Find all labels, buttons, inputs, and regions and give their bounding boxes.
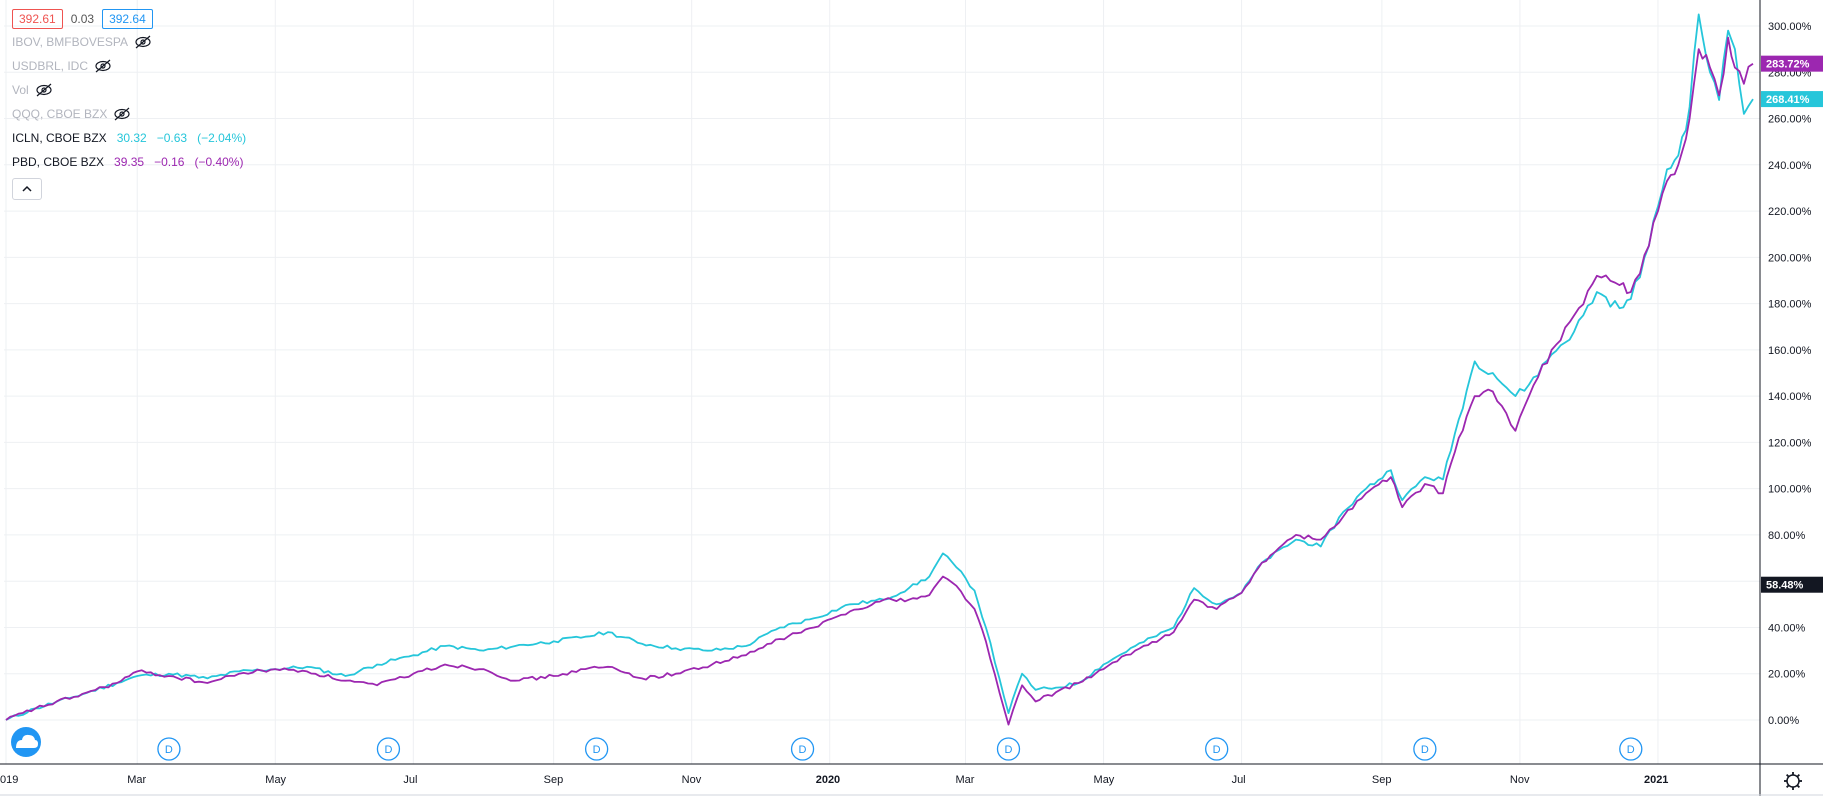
y-tick-label: 140.00% — [1768, 391, 1812, 403]
dividend-marker-icon[interactable]: D — [1619, 737, 1643, 761]
dividend-marker-icon[interactable]: D — [584, 737, 609, 761]
x-tick-label: Jul — [403, 774, 417, 786]
y-tick-label: 80.00% — [1768, 530, 1806, 542]
legend-change-pct: (−0.40%) — [194, 155, 244, 169]
legend-series-name: QQQ, CBOE BZX — [12, 107, 108, 121]
legend-series-name: PBD, CBOE BZX — [12, 155, 105, 169]
cloud-logo-icon[interactable] — [11, 727, 41, 757]
dividend-marker-icon[interactable]: D — [996, 737, 1021, 761]
eye-off-icon[interactable] — [113, 107, 131, 121]
collapse-legend-button[interactable] — [12, 178, 42, 200]
series-line-pbd[interactable] — [5, 36, 1754, 726]
crosshair-value-label: 58.48% — [1766, 580, 1804, 592]
x-tick-label: 019 — [0, 774, 18, 786]
crosshair-value-label-bg — [1761, 576, 1823, 593]
y-tick-label: 40.00% — [1768, 622, 1806, 634]
dividend-marker-label: D — [1004, 744, 1012, 756]
legend-rows: IBOV, BMFBOVESPA USDBRL, IDC Vol QQQ, CBOE … — [12, 30, 246, 174]
x-tick-label: 2021 — [1644, 774, 1668, 786]
chevron-up-icon — [22, 185, 32, 192]
y-tick-label: 260.00% — [1768, 114, 1812, 126]
price-row: 392.61 0.03 392.64 — [12, 8, 246, 30]
x-tick-label: May — [265, 774, 286, 786]
y-tick-label: 240.00% — [1768, 160, 1812, 172]
legend-series-name: Vol — [12, 83, 29, 97]
legend-item[interactable]: PBD, CBOE BZX 39.35 −0.16 (−0.40%) — [12, 150, 246, 174]
series-line-icln[interactable] — [5, 13, 1754, 721]
legend-series-name: ICLN, CBOE BZX — [12, 131, 107, 145]
ask-price-box[interactable]: 392.64 — [102, 9, 153, 29]
last-value-label-pbd-bg — [1761, 55, 1823, 72]
x-tick-label: May — [1094, 774, 1115, 786]
legend-change-pct: (−2.04%) — [197, 131, 247, 145]
x-tick-label: Nov — [682, 774, 702, 786]
x-tick-label: 2020 — [816, 774, 840, 786]
y-tick-label: 160.00% — [1768, 345, 1812, 357]
eye-off-icon[interactable] — [35, 83, 53, 97]
dividend-marker-label: D — [593, 744, 601, 756]
y-tick-label: 220.00% — [1768, 206, 1812, 218]
legend-last: 39.35 — [114, 155, 145, 169]
dividend-marker-label: D — [799, 744, 807, 756]
spread-value: 0.03 — [70, 12, 95, 26]
legend-panel: 392.61 0.03 392.64 IBOV, BMFBOVESPA USDBR… — [12, 8, 246, 200]
y-tick-label: 300.00% — [1768, 21, 1812, 33]
legend-change: −0.16 — [154, 155, 185, 169]
dividend-marker-icon[interactable]: D — [157, 737, 181, 761]
y-tick-label: 0.00% — [1768, 715, 1799, 727]
x-tick-label: Sep — [544, 774, 564, 786]
gear-icon[interactable] — [1784, 772, 1802, 790]
legend-item[interactable]: QQQ, CBOE BZX — [12, 102, 246, 126]
dividend-marker-icon[interactable]: D — [1205, 737, 1229, 761]
legend-series-name: USDBRL, IDC — [12, 59, 89, 73]
legend-item[interactable]: IBOV, BMFBOVESPA — [12, 30, 246, 54]
legend-last: 30.32 — [116, 131, 147, 145]
legend-item[interactable]: Vol — [12, 78, 246, 102]
x-tick-label: Mar — [127, 774, 146, 786]
y-tick-label: 180.00% — [1768, 299, 1812, 311]
eye-off-icon[interactable] — [94, 59, 112, 73]
y-tick-label: 200.00% — [1768, 252, 1812, 264]
y-tick-label: 20.00% — [1768, 669, 1806, 681]
dividend-marker-label: D — [1627, 744, 1635, 756]
x-tick-label: Nov — [1510, 774, 1530, 786]
dividend-marker-icon[interactable]: D — [376, 737, 401, 761]
y-tick-label: 100.00% — [1768, 484, 1812, 496]
x-tick-label: Jul — [1232, 774, 1246, 786]
last-value-label-pbd: 283.72% — [1766, 59, 1810, 71]
last-value-label-icln: 268.41% — [1766, 94, 1810, 106]
y-tick-label: 120.00% — [1768, 437, 1812, 449]
legend-change: −0.63 — [156, 131, 188, 145]
x-tick-label: Sep — [1372, 774, 1392, 786]
bid-price-box[interactable]: 392.61 — [12, 9, 63, 29]
dividend-marker-label: D — [1213, 744, 1221, 756]
last-value-label-icln-bg — [1761, 91, 1823, 108]
dividend-marker-label: D — [165, 744, 173, 756]
eye-off-icon[interactable] — [134, 35, 152, 49]
dividend-marker-label: D — [384, 744, 392, 756]
dividend-marker-icon[interactable]: D — [790, 737, 815, 761]
legend-item[interactable]: USDBRL, IDC — [12, 54, 246, 78]
dividend-marker-label: D — [1421, 744, 1429, 756]
dividend-marker-icon[interactable]: D — [1413, 737, 1437, 761]
legend-item[interactable]: ICLN, CBOE BZX 30.32 −0.63 (−2.04%) — [12, 126, 246, 150]
x-tick-label: Mar — [955, 774, 974, 786]
legend-series-name: IBOV, BMFBOVESPA — [12, 35, 129, 49]
